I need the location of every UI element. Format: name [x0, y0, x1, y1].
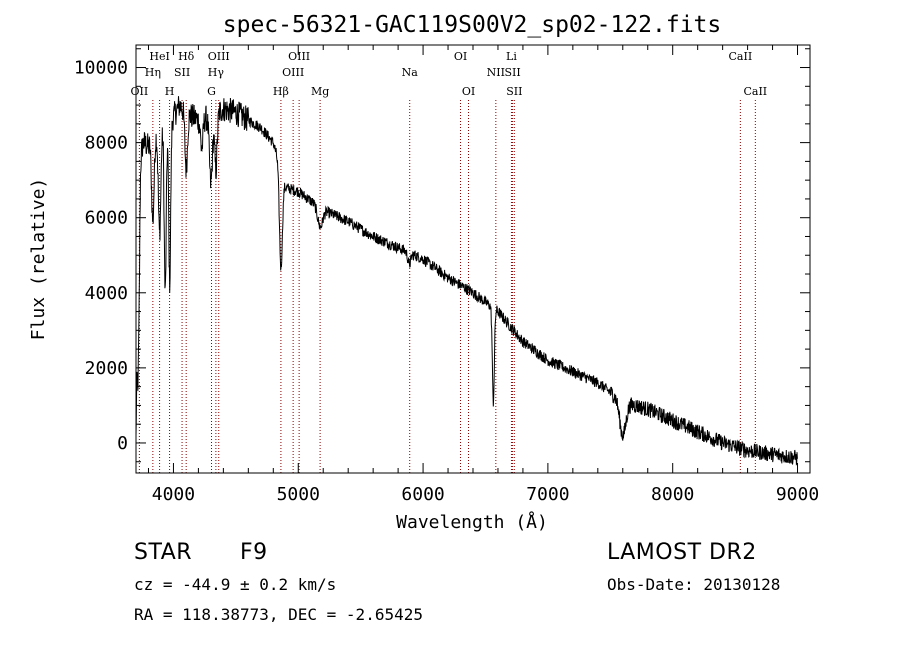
spectrum-line [135, 96, 798, 466]
line-marker-label: HeI [149, 50, 169, 63]
x-tick-label: 5000 [277, 484, 320, 505]
line-marker-label: Hγ [208, 66, 225, 79]
line-marker-label: OI [454, 50, 467, 63]
y-tick-label: 8000 [85, 133, 128, 154]
plot-area [135, 96, 798, 466]
line-marker-label: OIII [282, 66, 304, 79]
x-tick-label: 4000 [152, 484, 195, 505]
y-tick-label: 0 [117, 433, 128, 454]
x-tick-label: 6000 [401, 484, 444, 505]
line-marker-label: NII [487, 66, 505, 79]
coordinates-text: RA = 118.38773, DEC = -2.65425 [134, 605, 423, 624]
x-axis: 4000 5000 6000 7000 8000 9000 [147, 45, 819, 505]
line-marker-label: Na [402, 66, 419, 79]
line-marker-label: OII [131, 85, 149, 98]
line-marker-label: Mg [311, 85, 329, 98]
line-marker-label: Hη [145, 66, 161, 79]
y-axis: 0 2000 4000 6000 8000 10000 [74, 48, 810, 463]
x-axis-label: Wavelength (Å) [396, 511, 548, 533]
line-marker-label: Li [506, 50, 517, 63]
y-tick-label: 4000 [85, 283, 128, 304]
line-marker-label: H [165, 85, 175, 98]
line-marker-label: Hδ [178, 50, 195, 63]
line-marker-label: OI [462, 85, 475, 98]
line-marker-label: SII [504, 66, 520, 79]
line-marker-label: CaII [743, 85, 767, 98]
x-tick-label: 7000 [526, 484, 569, 505]
line-marker-label: OIII [208, 50, 230, 63]
line-marker-label: SII [506, 85, 522, 98]
line-marker-label: CaII [729, 50, 753, 63]
x-tick-label: 8000 [651, 484, 694, 505]
y-tick-label: 10000 [74, 58, 128, 79]
line-marker-label: G [207, 85, 216, 98]
survey-name: LAMOST DR2 [607, 540, 757, 565]
redshift-text: cz = -44.9 ± 0.2 km/s [134, 575, 337, 594]
y-tick-label: 6000 [85, 208, 128, 229]
line-marker-label: OIII [288, 50, 310, 63]
y-tick-label: 2000 [85, 358, 128, 379]
object-class: STAR [134, 540, 193, 565]
observation-date: Obs-Date: 20130128 [607, 575, 781, 594]
chart-title: spec-56321-GAC119S00V2_sp02-122.fits [223, 12, 722, 38]
line-marker-label: SII [174, 66, 190, 79]
x-tick-label: 9000 [776, 484, 819, 505]
object-subclass: F9 [240, 540, 268, 565]
line-marker-label: Hβ [273, 85, 289, 98]
y-axis-label: Flux (relative) [28, 178, 49, 341]
